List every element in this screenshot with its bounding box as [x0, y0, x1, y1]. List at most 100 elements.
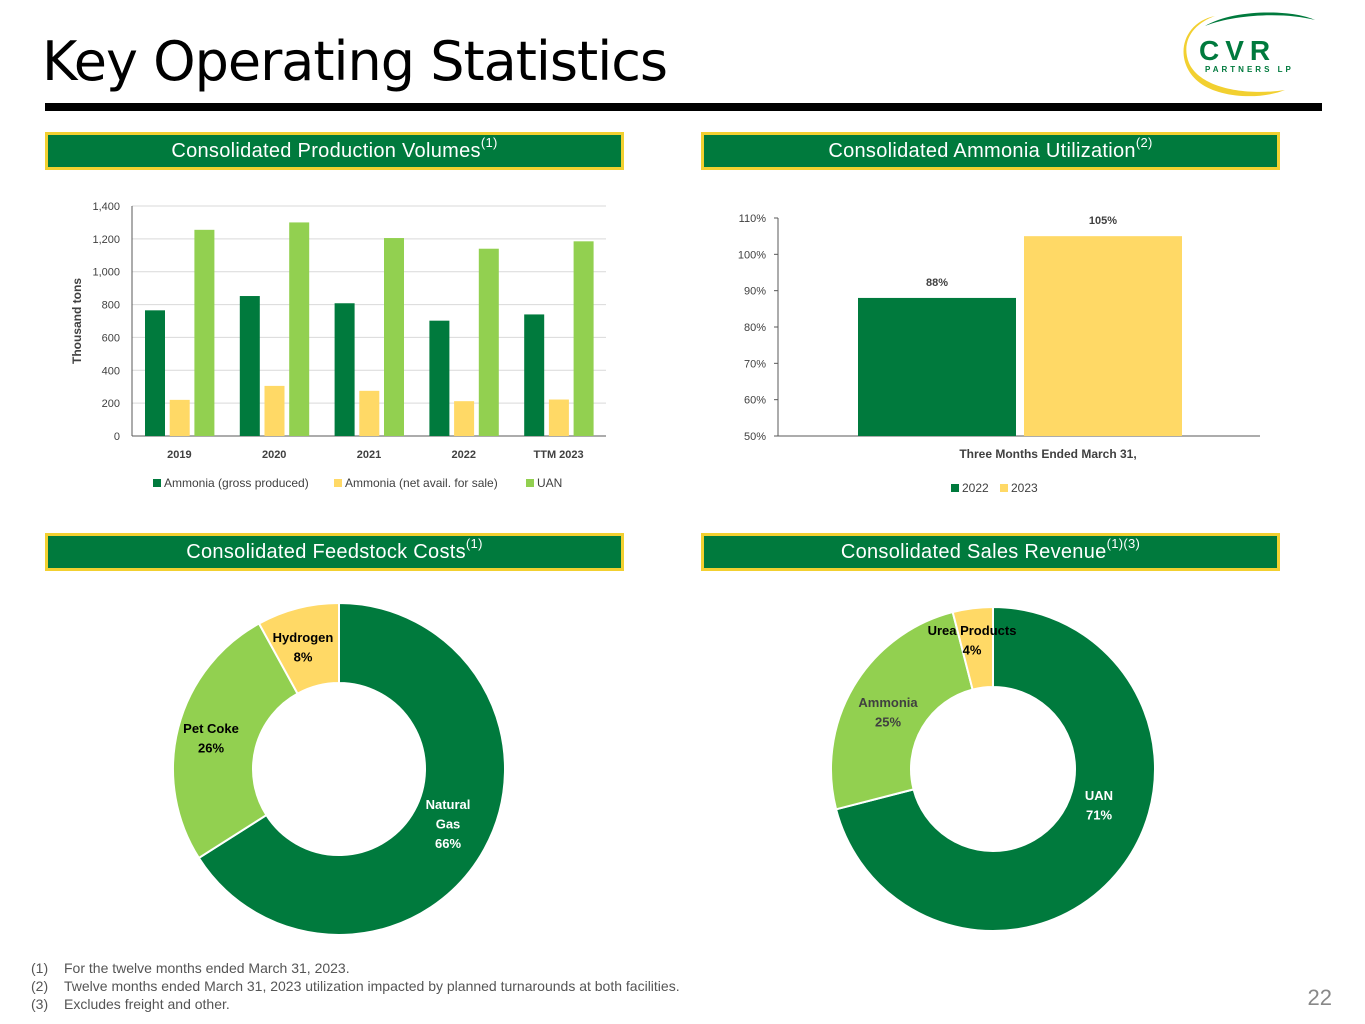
bar-ammonia-gross-produced-2021 [334, 303, 355, 436]
slice-label: UAN [1085, 788, 1113, 803]
slice-ammonia [830, 610, 974, 811]
slice-natural-gas [197, 601, 506, 936]
bar-ammonia-gross-produced-2022 [429, 320, 450, 436]
legend-swatch-2022 [951, 484, 959, 492]
y-tick-label: 0 [114, 431, 120, 443]
production-header-text: Consolidated Production Volumes [171, 140, 481, 162]
revenue-header: Consolidated Sales Revenue(1)(3) [701, 533, 1280, 571]
y-tick-label: 400 [102, 365, 120, 377]
bar-uan-2022 [478, 248, 499, 436]
y-tick-label: 50% [744, 431, 766, 443]
slice-label: Urea Products [928, 623, 1017, 638]
production-chart: 0 200 400 600 800 1,000 1,200 1,400 Thousand ton… [70, 201, 606, 490]
production-header-note: (1) [480, 135, 498, 150]
y-tick-label: 80% [744, 322, 766, 334]
logo-subtext: PARTNERS LP [1205, 65, 1294, 74]
footnote-text: For the twelve months ended March 31, 20… [64, 960, 350, 976]
slice-label: 66% [435, 836, 461, 851]
slice-label: 25% [875, 715, 901, 730]
bar-ammonia-net-avail-for-sale-2021 [359, 390, 380, 436]
bar-uan-ttm-2023 [573, 241, 594, 436]
utilization-chart: 50% 60% 70% 80% 90% 100% 110% 88% 105% Three Mont… [738, 213, 1260, 495]
feedstock-header-text: Consolidated Feedstock Costs [186, 541, 466, 563]
bar-uan-2021 [384, 238, 404, 436]
slice-urea-products [951, 605, 994, 691]
legend-swatch-uan [526, 479, 534, 487]
slice-label: Natural [426, 797, 471, 812]
legend-label: 2023 [1011, 481, 1038, 495]
slice-label: 71% [1086, 808, 1112, 823]
slice-label: Hydrogen [273, 630, 334, 645]
slice-label: 4% [963, 643, 982, 658]
revenue-header-note: (1)(3) [1106, 536, 1141, 551]
cvr-logo: CVR PARTNERS LP [1183, 12, 1315, 97]
y-tick-label: 90% [744, 286, 766, 298]
footnote-text: Excludes freight and other. [64, 996, 230, 1012]
y-tick-label: 1,000 [92, 267, 120, 279]
slice-pet-coke [172, 622, 299, 860]
slice-label: Pet Coke [183, 721, 239, 736]
footnote-text: Twelve months ended March 31, 2023 utili… [64, 978, 680, 994]
bar-ammonia-gross-produced-2019 [145, 310, 165, 436]
legend-swatch-ammonia-gross-produced [153, 479, 161, 487]
utilization-header-note: (2) [1135, 135, 1153, 150]
revenue-header-text: Consolidated Sales Revenue [840, 541, 1107, 563]
y-axis-title: Thousand tons [70, 278, 84, 364]
legend-label: Ammonia (net avail. for sale) [345, 476, 498, 490]
bar-2023 [1024, 236, 1182, 436]
y-tick-label: 70% [744, 358, 766, 370]
y-tick-label: 600 [102, 332, 120, 344]
bar-ammonia-gross-produced-ttm-2023 [524, 314, 545, 436]
x-axis-title: Three Months Ended March 31, [959, 447, 1136, 461]
y-tick-label: 110% [739, 213, 767, 225]
y-tick-label: 1,400 [92, 201, 120, 213]
utilization-header: Consolidated Ammonia Utilization(2) [701, 132, 1280, 170]
feedstock-header: Consolidated Feedstock Costs(1) [45, 533, 624, 571]
footnote-num: (3) [31, 996, 49, 1012]
bar-ammonia-net-avail-for-sale-2022 [454, 401, 475, 436]
footnote-2: (2) Twelve months ended March 31, 2023 ut… [31, 978, 680, 994]
revenue-chart: UAN 71% Ammonia 25% Urea Products 4% [830, 605, 1156, 932]
slice-label: Ammonia [858, 695, 918, 710]
bar-ammonia-net-avail-for-sale-2020 [264, 385, 285, 436]
feedstock-chart: Natural Gas 66% Pet Coke 26% Hydrogen 8% [172, 601, 506, 936]
production-header: Consolidated Production Volumes(1) [45, 132, 624, 170]
legend-label: Ammonia (gross produced) [164, 476, 309, 490]
slice-uan [834, 605, 1156, 932]
bar-ammonia-gross-produced-2020 [239, 296, 260, 436]
bar-uan-2020 [289, 222, 310, 436]
x-tick-label: 2019 [167, 449, 191, 461]
data-label: 88% [926, 277, 948, 289]
footnote-num: (1) [31, 960, 49, 976]
bar-ammonia-net-avail-for-sale-2019 [169, 399, 190, 436]
legend-swatch-ammonia-net-avail-for-sale [334, 479, 342, 487]
page-number: 22 [1307, 985, 1332, 1010]
bar-ammonia-net-avail-for-sale-ttm-2023 [548, 399, 569, 436]
legend-swatch-2023 [1000, 484, 1008, 492]
logo-swoosh-green [1205, 12, 1315, 26]
x-tick-label: 2020 [262, 449, 286, 461]
title-rule [45, 103, 1322, 111]
page-title: Key Operating Statistics [42, 30, 668, 93]
slice-label: 26% [198, 741, 224, 756]
utilization-header-text: Consolidated Ammonia Utilization [828, 140, 1136, 162]
data-label: 105% [1089, 215, 1117, 227]
legend-label: 2022 [962, 481, 989, 495]
footnote-1: (1) For the twelve months ended March 31,… [31, 960, 350, 976]
footnote-num: (2) [31, 978, 49, 994]
footnote-3: (3) Excludes freight and other. [31, 996, 230, 1012]
feedstock-header-note: (1) [465, 536, 483, 551]
y-tick-label: 800 [102, 300, 120, 312]
y-tick-label: 100% [738, 249, 766, 261]
bar-uan-2019 [194, 229, 215, 436]
x-tick-label: TTM 2023 [534, 449, 584, 461]
y-tick-label: 60% [744, 395, 766, 407]
slice-hydrogen [257, 601, 340, 695]
slice-label: 8% [294, 650, 313, 665]
bar-2022 [858, 297, 1016, 436]
y-tick-label: 1,200 [92, 234, 120, 246]
y-tick-label: 200 [102, 398, 120, 410]
x-tick-label: 2022 [452, 449, 476, 461]
logo-text: CVR [1199, 35, 1276, 66]
x-tick-label: 2021 [357, 449, 381, 461]
